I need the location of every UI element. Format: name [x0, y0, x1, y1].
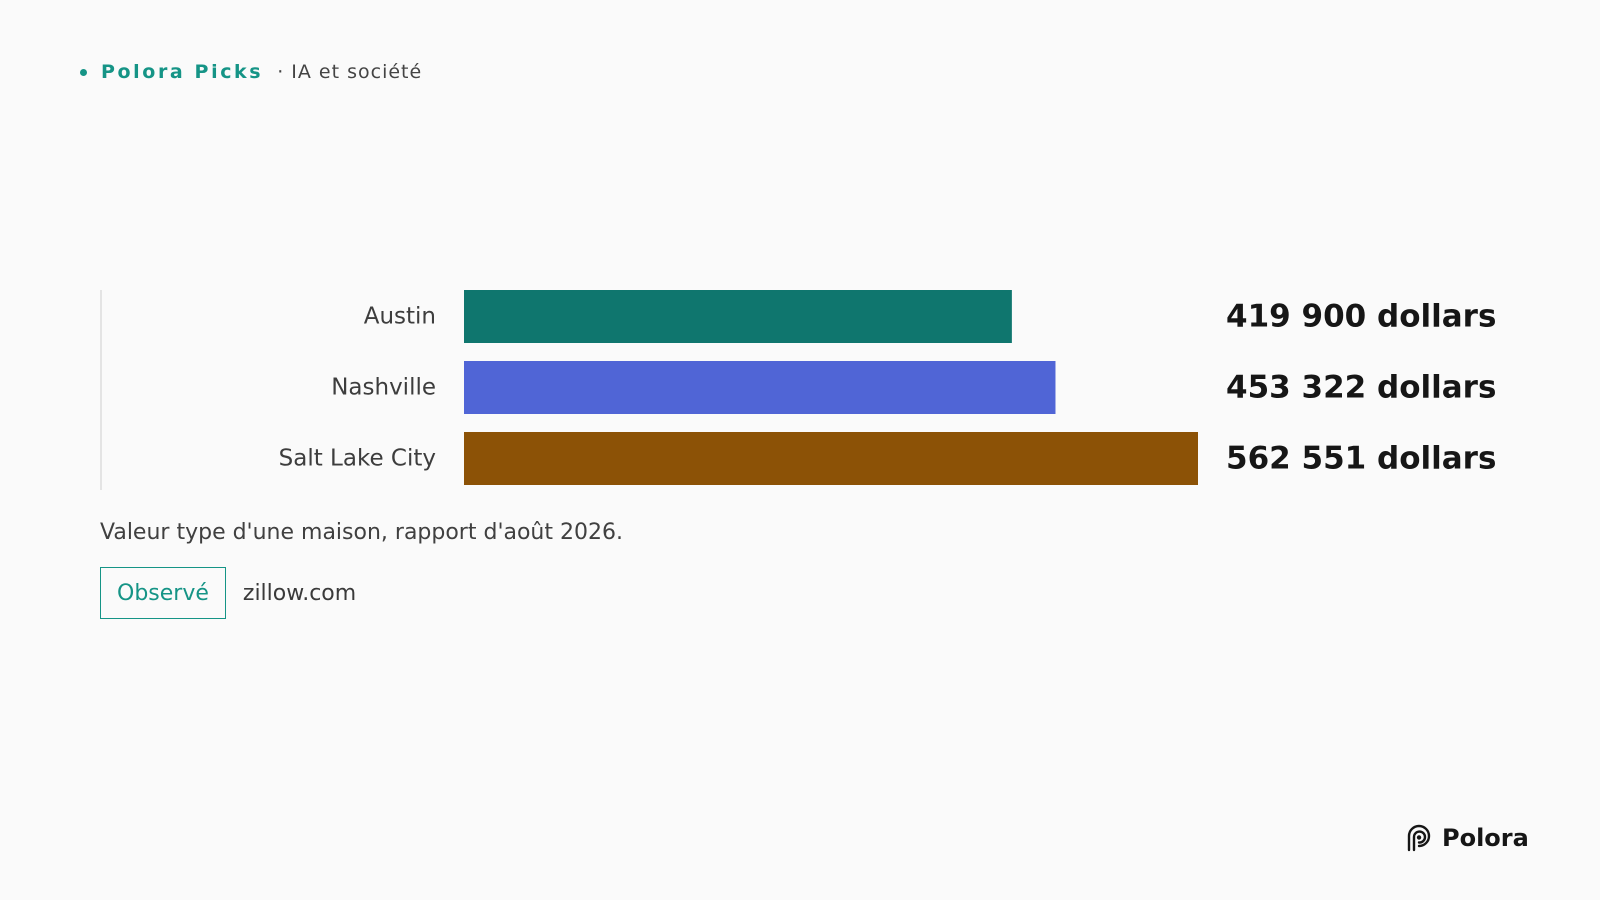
value-label: 453 322 dollars [1226, 370, 1496, 406]
chart-caption: Valeur type d'une maison, rapport d'août… [100, 520, 623, 545]
chart-frame: Austin 419 900 dollars Nashville 453 322 do… [100, 290, 1522, 490]
category-label: Salt Lake City [279, 446, 436, 472]
bullet-dot-icon [80, 68, 87, 76]
section-label: · IA et société [277, 61, 423, 83]
observed-badge: Observé [100, 567, 226, 619]
category-label: Austin [364, 304, 436, 330]
source-text: zillow.com [242, 580, 357, 606]
value-label: 419 900 dollars [1226, 299, 1496, 335]
logo-text: Polora [1442, 824, 1529, 852]
bar-chart: Austin 419 900 dollars Nashville 453 322 do… [279, 290, 1496, 485]
polora-logo: Polora [1405, 824, 1529, 852]
brand-name: Polora Picks [101, 61, 264, 83]
bar [464, 290, 1012, 343]
category-label: Nashville [331, 375, 436, 401]
bar [464, 432, 1198, 485]
value-label: 562 551 dollars [1226, 441, 1496, 477]
header: Polora Picks · IA et société [80, 60, 422, 84]
source-row: Observé zillow.com [100, 567, 356, 619]
bar [464, 361, 1056, 414]
polora-logo-icon [1407, 824, 1431, 852]
